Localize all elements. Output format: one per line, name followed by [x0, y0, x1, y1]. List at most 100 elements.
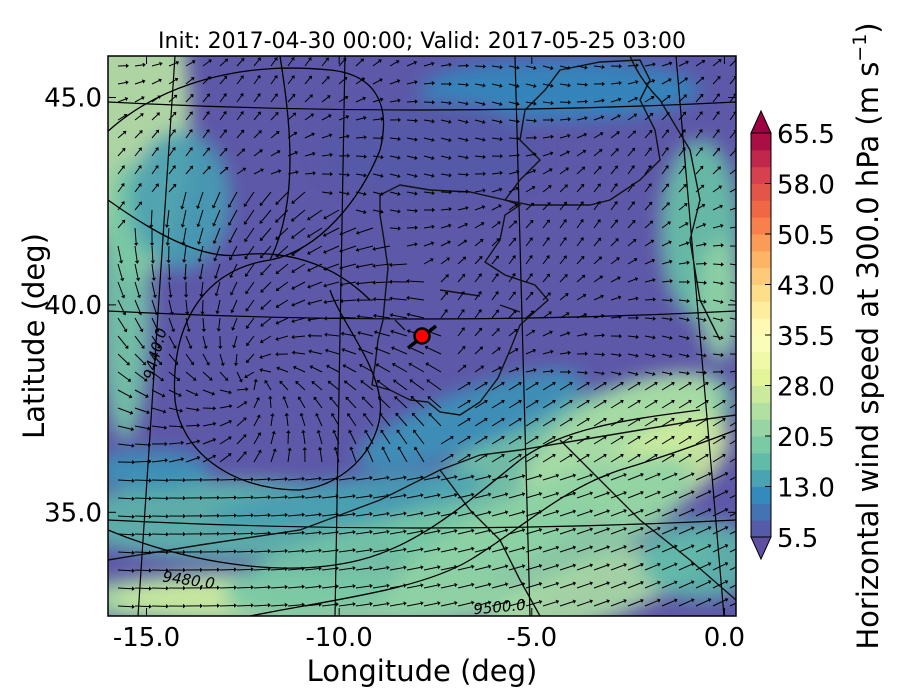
- wind-arrow-shaft: [326, 281, 340, 286]
- wind-arrow-shaft: [117, 533, 133, 536]
- wind-arrow-shaft: [508, 222, 516, 229]
- wind-arrow-shaft: [576, 314, 585, 319]
- wind-arrow-shaft: [372, 495, 387, 499]
- wind-arrow-head: [352, 475, 356, 481]
- wind-arrow-shaft: [236, 95, 243, 103]
- wind-arrow-shaft: [287, 450, 291, 463]
- colorbar-segment: [751, 368, 771, 386]
- wind-arrow-head: [216, 549, 220, 554]
- wind-arrow-head: [174, 77, 179, 82]
- wind-arrow-head: [583, 312, 588, 318]
- wind-arrow-shaft: [576, 600, 591, 607]
- wind-arrow-head: [173, 94, 178, 99]
- wind-arrow-head: [199, 531, 203, 537]
- wind-arrow-shaft: [375, 298, 391, 301]
- wind-arrow-shaft: [406, 137, 415, 140]
- wind-vectors: [117, 57, 736, 609]
- wind-arrow-head: [276, 366, 280, 371]
- wind-arrow-shaft: [219, 454, 230, 463]
- wind-arrow-head: [623, 545, 627, 550]
- wind-arrow-shaft: [229, 191, 238, 206]
- speed-blob-15: [420, 60, 700, 120]
- wind-arrow-shaft: [542, 65, 551, 69]
- wind-arrow-head: [255, 396, 260, 401]
- wind-arrow-shaft: [134, 227, 137, 243]
- wind-arrow-shaft: [168, 389, 180, 396]
- wind-arrow-shaft: [491, 455, 503, 463]
- wind-arrow-shaft: [304, 496, 319, 499]
- wind-arrow-shaft: [457, 101, 466, 105]
- wind-arrow-head: [414, 80, 418, 85]
- wind-arrow-shaft: [729, 281, 736, 284]
- wind-arrow-head: [532, 168, 537, 174]
- wind-arrow-shaft: [542, 601, 557, 607]
- wind-arrow-shaft: [202, 78, 210, 85]
- wind-arrow-shaft: [644, 383, 656, 391]
- wind-arrow-head: [634, 277, 639, 282]
- wind-arrow-shaft: [389, 173, 398, 177]
- wind-arrow-shaft: [182, 209, 187, 225]
- wind-arrow-head: [346, 134, 350, 139]
- wind-arrow-head: [420, 511, 424, 516]
- wind-arrow-shaft: [270, 59, 277, 67]
- wind-arrow-head: [267, 602, 271, 608]
- wind-arrow-head: [188, 147, 193, 151]
- wind-arrow-head: [555, 509, 560, 514]
- wind-arrow-head: [431, 224, 435, 229]
- wind-arrow-head: [180, 440, 185, 446]
- colorbar-segment: [751, 234, 771, 252]
- wind-arrow-head: [664, 165, 669, 169]
- wind-arrow-head: [414, 242, 418, 247]
- wind-arrow-shaft: [377, 348, 391, 355]
- africa-inland: [559, 439, 736, 601]
- wind-arrow-head: [124, 345, 129, 349]
- wind-arrow-shaft: [678, 204, 686, 211]
- wind-arrow-shaft: [593, 150, 601, 157]
- wind-arrow-head: [665, 129, 669, 134]
- wind-arrow-head: [618, 333, 622, 339]
- wind-arrow-head: [620, 453, 624, 458]
- wind-arrow-shaft: [627, 167, 634, 175]
- wind-arrow-shaft: [304, 172, 314, 175]
- wind-arrow-head: [586, 381, 590, 386]
- colorbar-segment: [751, 250, 771, 269]
- wind-arrow-shaft: [269, 398, 272, 409]
- wind-arrow-shaft: [358, 263, 374, 268]
- wind-arrow-shaft: [678, 149, 685, 157]
- wind-arrow-shaft: [627, 149, 634, 157]
- wind-arrow-head: [380, 155, 384, 160]
- wind-arrow-shaft: [525, 221, 532, 229]
- wind-arrow-head: [291, 302, 295, 307]
- wind-arrow-shaft: [542, 419, 554, 427]
- wind-arrow-shaft: [593, 65, 603, 68]
- wind-arrow-head: [175, 60, 180, 65]
- wind-arrow-shaft: [661, 185, 668, 193]
- wind-arrow-shaft: [338, 59, 345, 67]
- wind-arrow-shaft: [610, 510, 625, 517]
- wind-arrow-shaft: [168, 79, 177, 85]
- wind-arrow-head: [120, 183, 125, 187]
- wind-arrow-shaft: [729, 95, 736, 103]
- wind-arrow-head: [149, 242, 155, 246]
- wind-arrow-shaft: [610, 582, 625, 589]
- colorbar-extend-min: [750, 536, 772, 561]
- wind-arrow-head: [414, 99, 418, 104]
- wind-arrow-head: [437, 493, 441, 498]
- wind-arrow-head: [142, 62, 146, 68]
- wind-arrow-head: [292, 112, 297, 117]
- wind-arrow-shaft: [661, 280, 671, 283]
- colorbar-segment: [751, 284, 771, 302]
- wind-arrow-head: [199, 567, 203, 573]
- wind-arrow-shaft: [457, 437, 469, 445]
- wind-arrow-head: [250, 531, 254, 536]
- wind-arrow-head: [311, 380, 316, 385]
- wind-arrow-shaft: [389, 155, 398, 159]
- wind-arrow-shaft: [525, 153, 534, 157]
- wind-arrow-head: [420, 583, 424, 588]
- wind-arrow-shaft: [246, 281, 255, 293]
- wind-arrow-shaft: [627, 221, 634, 229]
- wind-arrow-head: [301, 494, 305, 499]
- wind-arrow-head: [356, 297, 360, 303]
- wind-arrow-head: [380, 209, 384, 214]
- wind-arrow-head: [200, 311, 205, 315]
